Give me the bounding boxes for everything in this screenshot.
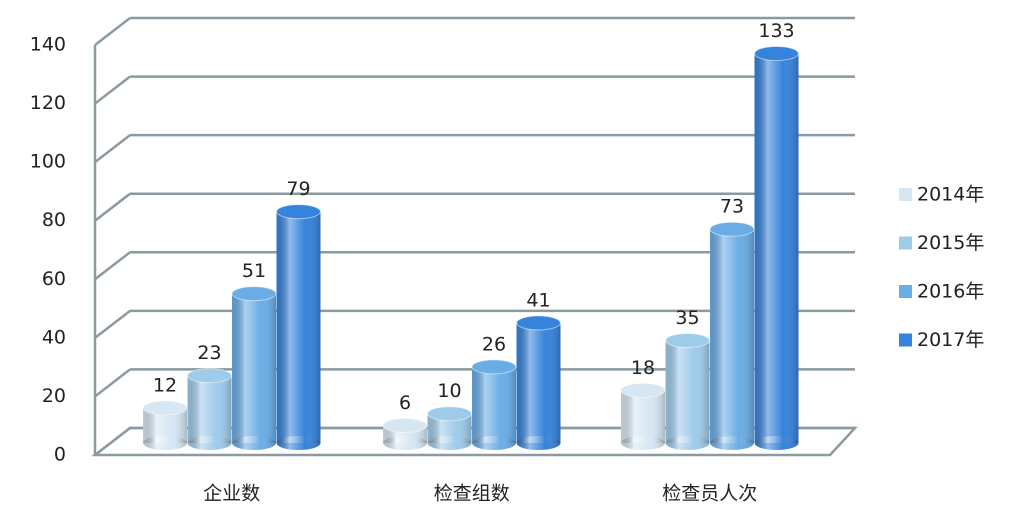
data-label: 10 [437,380,461,402]
y-tick-label: 100 [30,151,66,173]
grid-line-side [94,192,131,222]
bar-top [382,417,428,433]
y-tick-label: 140 [30,34,66,56]
bar-top [471,359,517,375]
bar-shine [187,375,232,443]
legend-swatch [899,236,912,250]
legend-label: 2016年 [917,281,984,303]
bar-shine [621,390,665,443]
bar-base-shine [187,436,232,450]
bar-top [754,46,799,61]
y-tick-label: 40 [42,326,66,348]
bar-base-shine [710,436,754,450]
data-label: 12 [153,374,177,396]
grid-line-side [94,134,131,164]
bar-shine [516,322,561,443]
grid-line-side [94,251,131,281]
grid-line-side [94,75,131,105]
legend-label: 2017年 [917,329,984,351]
bar-base-shine [383,436,427,450]
bar-top [427,406,472,422]
bar-base-shine [665,436,710,450]
data-label: 133 [758,20,794,42]
bar-top [231,286,277,302]
bar-base-shine [427,436,472,450]
bar-base-shine [516,436,561,450]
bar-shine [276,211,321,443]
bar-base-shine [276,436,321,450]
bar-top [709,221,755,237]
legend-label: 2014年 [917,184,984,206]
data-label: 51 [242,260,266,282]
bar-top [276,204,321,220]
legend-swatch [899,333,912,347]
bar-shine [710,229,754,443]
bar-base-shine [472,436,516,450]
data-label: 18 [631,357,655,379]
y-tick-label: 0 [54,444,66,466]
x-tick-label: 企业数 [203,483,260,505]
grid-line-side [94,427,131,456]
data-label: 41 [526,289,550,311]
data-label: 35 [675,307,699,329]
bar-top [187,368,232,384]
data-label: 79 [286,178,310,200]
bar-top [620,382,666,398]
y-tick-label: 80 [42,209,66,231]
bar-shine [665,340,710,443]
bar-base-shine [754,436,799,450]
data-label: 26 [482,333,506,355]
bar-top [516,315,561,331]
legend-label: 2015年 [917,232,984,254]
bar-top [142,400,188,416]
bar-base-shine [232,436,276,450]
data-label: 6 [399,392,411,414]
y-tick-label: 20 [42,385,66,407]
bar-shine [232,293,276,443]
bar-base-shine [143,436,187,450]
data-label: 23 [197,342,221,364]
bar-shine [472,366,516,443]
bar-top [665,333,710,348]
legend-swatch [899,285,912,298]
grid-line-side [94,368,131,398]
x-tick-label: 检查组数 [434,483,510,505]
bar-shine [754,53,799,443]
grid-line-side [94,309,131,339]
data-label: 73 [720,196,744,218]
y-tick-label: 120 [30,92,66,114]
legend-swatch [899,188,912,201]
bar-base-shine [621,436,665,450]
y-tick-label: 60 [42,268,66,290]
grid-line-side [94,17,131,46]
x-tick-label: 检查员人次 [662,483,757,505]
